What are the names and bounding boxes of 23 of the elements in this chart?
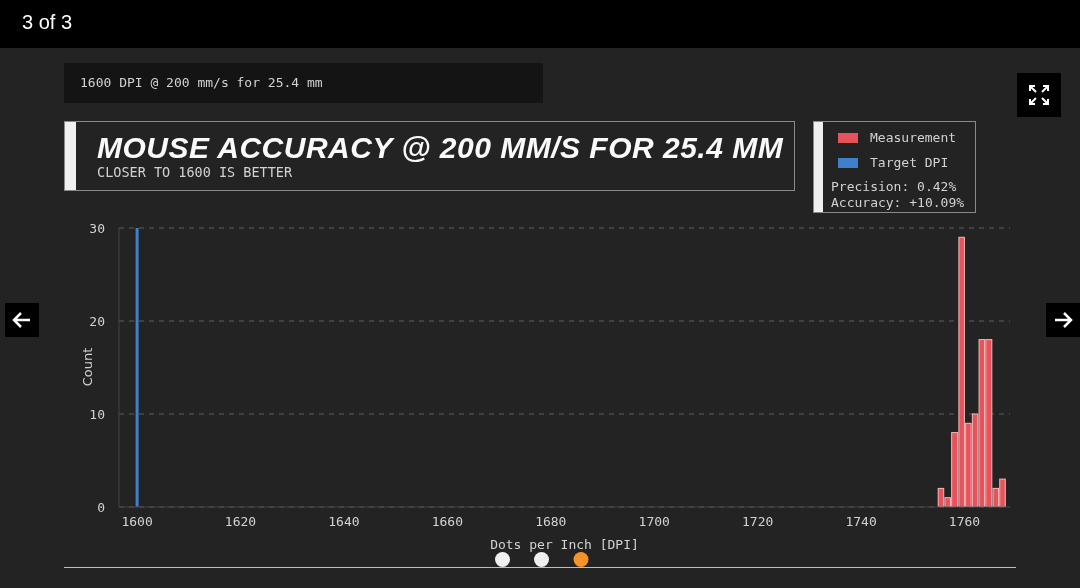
- x-tick-label: 1620: [224, 514, 257, 530]
- x-tick-label: 1720: [741, 514, 774, 530]
- x-tick-label: 1660: [431, 514, 464, 530]
- x-tick-label: 1680: [535, 514, 567, 530]
- text: 3 of 3: [22, 11, 73, 34]
- x-tick-label: 1760: [948, 514, 981, 530]
- x-tick-label: 1600: [121, 514, 153, 530]
- y-tick-label: 20: [89, 313, 105, 329]
- text: Accuracy: +10.09%: [831, 195, 966, 211]
- y-tick-label: 10: [89, 406, 105, 422]
- y-tick-label: 0: [97, 499, 105, 515]
- x-axis-title: Dots per Inch [DPI]: [490, 537, 639, 552]
- x-tick-label: 1640: [328, 514, 360, 530]
- x-tick-label: 1740: [845, 514, 877, 530]
- chart-title: MOUSE ACCURACY @ 200 MM/S FOR 25.4 MM: [97, 131, 784, 165]
- x-tick-label: 1700: [638, 514, 670, 530]
- y-tick-label: 30: [89, 220, 105, 236]
- chart-subtitle: CLOSER TO 1600 IS BETTER: [97, 164, 293, 180]
- legend-label: Target DPI: [870, 155, 949, 170]
- text: 1600 DPI @ 200 mm/s for 25.4 mm: [80, 75, 323, 90]
- legend-label: Measurement: [870, 130, 957, 145]
- y-axis-title: Count: [79, 347, 95, 387]
- text: Precision: 0.42%: [831, 179, 958, 195]
